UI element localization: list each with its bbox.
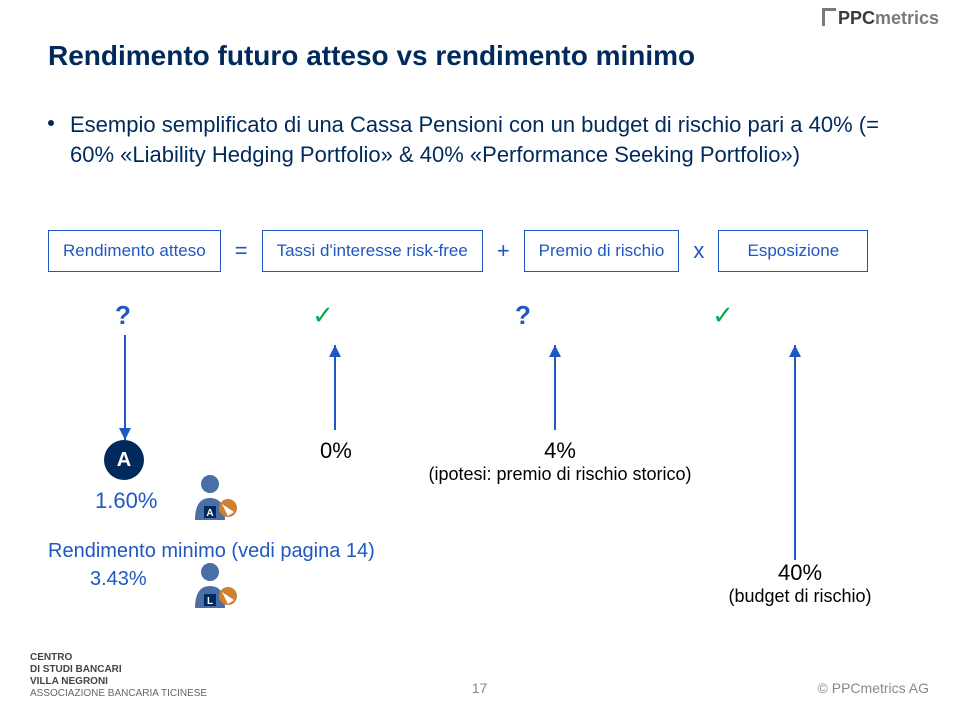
bullet-text: Esempio semplificato di una Cassa Pensio… bbox=[70, 110, 899, 169]
zero-percent: 0% bbox=[320, 438, 352, 464]
hypothesis-pct: 4% bbox=[420, 438, 700, 464]
footer-l4: ASSOCIAZIONE BANCARIA TICINESE bbox=[30, 688, 207, 700]
budget-text: (budget di rischio) bbox=[700, 586, 900, 607]
footer-page-number: 17 bbox=[472, 680, 488, 696]
svg-text:A: A bbox=[206, 508, 213, 519]
formula-riskfree: Tassi d'interesse risk-free bbox=[262, 230, 483, 272]
footer-l1: CENTRO bbox=[30, 652, 207, 664]
svg-text:L: L bbox=[207, 596, 213, 607]
hypothesis-block: 4% (ipotesi: premio di rischio storico) bbox=[420, 438, 700, 485]
formula-lhs: Rendimento atteso bbox=[48, 230, 221, 272]
footer-l3: VILLA NEGRONI bbox=[30, 676, 207, 688]
arrows-layer bbox=[0, 0, 959, 718]
formula-premio: Premio di rischio bbox=[524, 230, 680, 272]
person-a-icon: A bbox=[180, 470, 240, 530]
budget-pct: 40% bbox=[700, 560, 900, 586]
person-l-icon: L bbox=[180, 558, 240, 618]
brand-logo: PPCmetrics bbox=[822, 8, 939, 29]
formula-esposizione: Esposizione bbox=[718, 230, 868, 272]
op-times: x bbox=[693, 238, 704, 264]
check-q1: ? bbox=[48, 300, 198, 331]
check-c1: ✓ bbox=[248, 300, 398, 331]
check-q2: ? bbox=[448, 300, 598, 331]
check-c2: ✓ bbox=[648, 300, 798, 331]
budget-block: 40% (budget di rischio) bbox=[700, 560, 900, 607]
hypothesis-text: (ipotesi: premio di rischio storico) bbox=[420, 464, 700, 485]
a-badge-letter: A bbox=[117, 449, 131, 472]
checks-row: ? ✓ ? ✓ bbox=[48, 300, 911, 331]
op-plus: + bbox=[497, 238, 510, 264]
a-value: 1.60% bbox=[95, 488, 157, 514]
a-badge: A bbox=[104, 440, 144, 480]
brand-ppc: PPC bbox=[838, 8, 875, 28]
bullet-dot bbox=[48, 120, 54, 126]
footer-left-logo: CENTRO DI STUDI BANCARI VILLA NEGRONI AS… bbox=[30, 652, 207, 700]
footer-l2: DI STUDI BANCARI bbox=[30, 664, 207, 676]
bullet-paragraph: Esempio semplificato di una Cassa Pensio… bbox=[48, 110, 899, 169]
rendimento-minimo-value: 3.43% bbox=[90, 568, 147, 591]
footer-copyright: © PPCmetrics AG bbox=[818, 680, 929, 696]
page-title: Rendimento futuro atteso vs rendimento m… bbox=[48, 40, 695, 72]
op-eq: = bbox=[235, 238, 248, 264]
brand-metrics: metrics bbox=[875, 8, 939, 28]
formula-row: Rendimento atteso = Tassi d'interesse ri… bbox=[48, 230, 911, 272]
